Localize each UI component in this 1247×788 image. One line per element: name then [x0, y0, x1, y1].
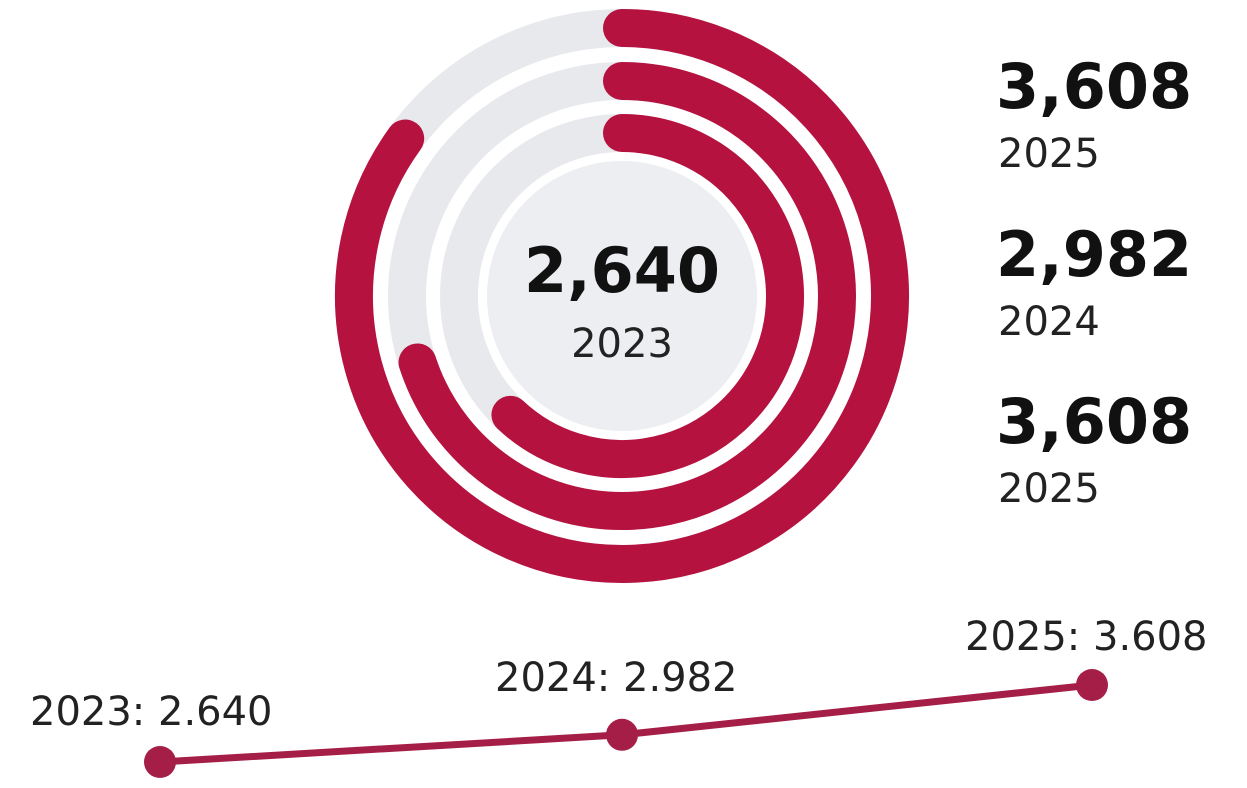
timeline-segment-1 [156, 731, 626, 766]
side-year-2: 2024 [998, 299, 1100, 345]
timeline-point-2024 [606, 718, 638, 751]
timeline-chart: 2023: 2.640 2024: 2.982 2025: 3.608 [30, 614, 1208, 778]
side-value-3: 3,608 [996, 385, 1192, 458]
center-disc [487, 161, 757, 431]
center-value: 2,640 [524, 234, 720, 307]
side-year-1: 2025 [998, 131, 1100, 177]
timeline-label-2025: 2025: 3.608 [965, 614, 1208, 660]
timeline-point-2023 [144, 746, 176, 778]
timeline-label-2024: 2024: 2.982 [495, 655, 738, 701]
side-labels: 3,608 2025 2,982 2024 3,608 2025 [996, 50, 1192, 512]
side-value-2: 2,982 [996, 218, 1192, 291]
ring-bar-2023 [491, 114, 804, 478]
timeline-point-2025 [1076, 669, 1108, 701]
side-year-3: 2025 [998, 466, 1100, 512]
timeline-segment-2 [618, 681, 1096, 739]
side-value-1: 3,608 [996, 50, 1192, 123]
radial-rings [335, 9, 909, 583]
center-year: 2023 [571, 321, 673, 367]
ring-bar-2024 [398, 62, 856, 530]
timeline-label-2023: 2023: 2.640 [30, 689, 273, 735]
ring-bar-2025 [335, 9, 909, 583]
